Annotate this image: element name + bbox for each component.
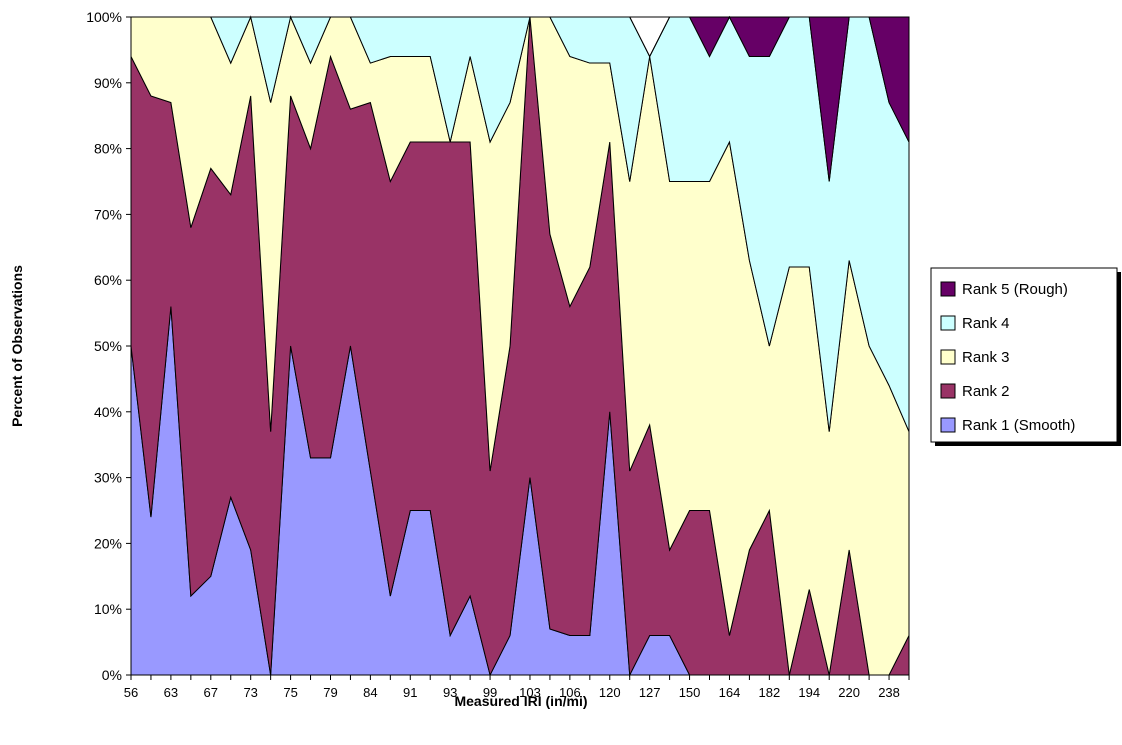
legend-label-rank-5-rough: Rank 5 (Rough) <box>962 281 1068 298</box>
legend-label-rank-2: Rank 2 <box>962 383 1010 400</box>
x-tick-label: 99 <box>483 685 497 700</box>
x-tick-label: 238 <box>878 685 900 700</box>
x-tick-label: 67 <box>204 685 218 700</box>
legend-swatch-rank-4 <box>940 315 956 331</box>
legend-swatch-rank-1-smooth <box>940 417 956 433</box>
x-tick-label: 106 <box>559 685 581 700</box>
x-tick-label: 93 <box>443 685 457 700</box>
x-tick-label: 120 <box>599 685 621 700</box>
legend-label-rank-1-smooth: Rank 1 (Smooth) <box>962 417 1075 434</box>
x-tick-label: 127 <box>639 685 661 700</box>
x-tick-label: 220 <box>838 685 860 700</box>
y-tick-label: 50% <box>94 338 122 354</box>
legend-swatch-rank-3 <box>940 349 956 365</box>
x-tick-label: 103 <box>519 685 541 700</box>
y-tick-label: 90% <box>94 75 122 91</box>
x-tick-label: 56 <box>124 685 138 700</box>
legend-box <box>930 267 1118 443</box>
y-tick-label: 70% <box>94 206 122 222</box>
legend-label-rank-4: Rank 4 <box>962 315 1010 332</box>
y-tick-label: 100% <box>86 9 122 25</box>
x-tick-label: 194 <box>798 685 820 700</box>
legend-swatch-rank-5-rough <box>940 281 956 297</box>
area-series-group <box>130 15 910 677</box>
y-tick-label: 0% <box>102 667 122 683</box>
legend-label-rank-3: Rank 3 <box>962 349 1010 366</box>
x-tick-label: 91 <box>403 685 417 700</box>
x-tick-label: 150 <box>679 685 701 700</box>
x-tick-label: 164 <box>719 685 741 700</box>
x-tick-labels: 56 63 67 73 75 79 84 91 93 99 103 106 120 127 150 164 18… <box>124 685 900 700</box>
x-tick-label: 63 <box>164 685 178 700</box>
x-tick-label: 79 <box>323 685 337 700</box>
axes-group <box>126 16 910 680</box>
y-tick-label: 20% <box>94 535 122 551</box>
x-tick-label: 73 <box>243 685 257 700</box>
legend: Rank 5 (Rough) Rank 4 Rank 3 Rank 2 Rank 1 (… <box>930 267 1121 446</box>
y-tick-labels: 0% 10% 20% 30% 40% 50% 60% 70% 80% 90% 100% <box>86 9 122 683</box>
x-tick-label: 75 <box>283 685 297 700</box>
y-tick-label: 60% <box>94 272 122 288</box>
x-tick-label: 182 <box>759 685 781 700</box>
y-tick-label: 40% <box>94 404 122 420</box>
y-axis-title: Percent of Observations <box>9 265 25 427</box>
legend-swatch-rank-2 <box>940 383 956 399</box>
x-tick-label: 84 <box>363 685 377 700</box>
y-tick-label: 30% <box>94 470 122 486</box>
y-tick-label: 10% <box>94 601 122 617</box>
x-axis-title: Measured IRI (in/mi) <box>454 693 587 709</box>
y-tick-label: 80% <box>94 141 122 157</box>
